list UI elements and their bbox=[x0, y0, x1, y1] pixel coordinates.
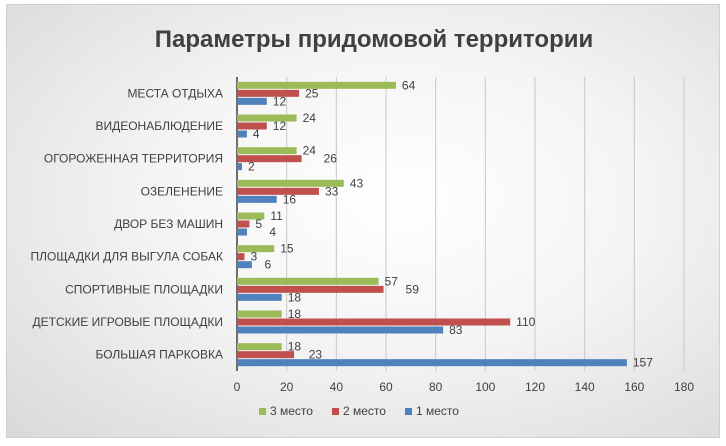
bar-3rd-place bbox=[237, 310, 282, 318]
category-label: ОГОРОЖЕННАЯ ТЕРРИТОРИЯ bbox=[44, 152, 223, 166]
bar-3rd-place bbox=[237, 343, 282, 351]
x-tick-label: 40 bbox=[330, 380, 344, 394]
data-label: 18 bbox=[288, 290, 302, 304]
bar-3rd-place bbox=[237, 179, 344, 187]
bar-3rd-place bbox=[237, 114, 297, 122]
bar-2nd-place bbox=[237, 285, 384, 293]
data-label: 24 bbox=[303, 144, 317, 158]
x-tick-label: 120 bbox=[525, 380, 545, 394]
bar-3rd-place bbox=[237, 245, 275, 253]
bar-1st-place bbox=[237, 228, 247, 236]
x-tick-label: 140 bbox=[575, 380, 595, 394]
legend-swatch bbox=[259, 408, 266, 415]
legend-label: 3 место bbox=[270, 404, 313, 418]
bar-2nd-place bbox=[237, 253, 245, 261]
data-label: 18 bbox=[288, 340, 302, 354]
x-tick-label: 160 bbox=[624, 380, 644, 394]
bar-1st-place bbox=[237, 359, 627, 367]
data-label: 12 bbox=[273, 94, 287, 108]
bar-1st-place bbox=[237, 195, 277, 203]
data-label: 110 bbox=[516, 315, 535, 329]
data-label: 43 bbox=[350, 176, 364, 190]
bar-3rd-place bbox=[237, 81, 396, 89]
bar-3rd-place bbox=[237, 277, 379, 285]
chart-area: Параметры придомовой территории 0 20 40 60 8… bbox=[6, 4, 720, 438]
bar-2nd-place bbox=[237, 155, 302, 163]
data-label: 25 bbox=[305, 86, 319, 100]
bar-1st-place bbox=[237, 261, 252, 269]
data-label: 23 bbox=[309, 348, 323, 362]
legend-swatch bbox=[405, 408, 412, 415]
data-label: 64 bbox=[402, 78, 416, 92]
category-label: ДЕТСКИЕ ИГРОВЫЕ ПЛОЩАДКИ bbox=[33, 315, 223, 329]
data-label: 15 bbox=[280, 242, 294, 256]
data-label: 18 bbox=[288, 307, 302, 321]
data-label: 59 bbox=[406, 282, 420, 296]
legend-label: 2 место bbox=[343, 404, 386, 418]
bar-1st-place bbox=[237, 326, 444, 334]
data-label: 33 bbox=[325, 184, 339, 198]
data-label: 57 bbox=[385, 274, 399, 288]
data-label: 24 bbox=[303, 111, 317, 125]
bar-1st-place bbox=[237, 97, 267, 105]
bar-2nd-place bbox=[237, 318, 511, 326]
bar-1st-place bbox=[237, 293, 282, 301]
data-label: 2 bbox=[248, 160, 255, 174]
x-tick-label: 60 bbox=[379, 380, 393, 394]
bar-3rd-place bbox=[237, 147, 297, 155]
bar-2nd-place bbox=[237, 89, 300, 97]
data-label: 26 bbox=[324, 152, 338, 166]
data-label: 12 bbox=[273, 119, 287, 133]
bar-chart: Параметры придомовой территории 0 20 40 60 8… bbox=[31, 26, 695, 418]
x-tick-label: 0 bbox=[234, 380, 241, 394]
category-label: МЕСТА ОТДЫХА bbox=[127, 86, 223, 100]
category-label: ДВОР БЕЗ МАШИН bbox=[114, 217, 223, 231]
data-label: 4 bbox=[253, 127, 260, 141]
legend-label: 1 место bbox=[416, 404, 459, 418]
data-label: 5 bbox=[255, 217, 262, 231]
bar-2nd-place bbox=[237, 220, 250, 228]
category-label: ОЗЕЛЕНЕНИЕ bbox=[141, 184, 223, 198]
category-label: ВИДЕОНАБЛЮДЕНИЕ bbox=[95, 119, 223, 133]
data-label: 157 bbox=[633, 356, 653, 370]
x-tick-label: 180 bbox=[674, 380, 694, 394]
data-label: 4 bbox=[269, 225, 276, 239]
chart-title: Параметры придомовой территории bbox=[155, 26, 594, 53]
bar-1st-place bbox=[237, 130, 247, 138]
bar-3rd-place bbox=[237, 212, 265, 220]
data-label: 11 bbox=[270, 209, 283, 223]
bar-2nd-place bbox=[237, 122, 267, 130]
data-label: 83 bbox=[449, 323, 463, 337]
bar-2nd-place bbox=[237, 187, 319, 195]
bar-1st-place bbox=[237, 163, 242, 171]
bar-2nd-place bbox=[237, 351, 295, 359]
category-label: СПОРТИВНЫЕ ПЛОЩАДКИ bbox=[65, 282, 223, 296]
x-tick-label: 100 bbox=[475, 380, 495, 394]
category-label: ПЛОЩАДКИ ДЛЯ ВЫГУЛА СОБАК bbox=[31, 250, 223, 264]
x-tick-label: 20 bbox=[280, 380, 294, 394]
x-tick-label: 80 bbox=[429, 380, 443, 394]
category-label: БОЛЬШАЯ ПАРКОВКА bbox=[95, 348, 223, 362]
data-label: 6 bbox=[264, 258, 271, 272]
data-label: 3 bbox=[250, 250, 257, 264]
legend-swatch bbox=[332, 408, 339, 415]
data-label: 16 bbox=[283, 192, 297, 206]
